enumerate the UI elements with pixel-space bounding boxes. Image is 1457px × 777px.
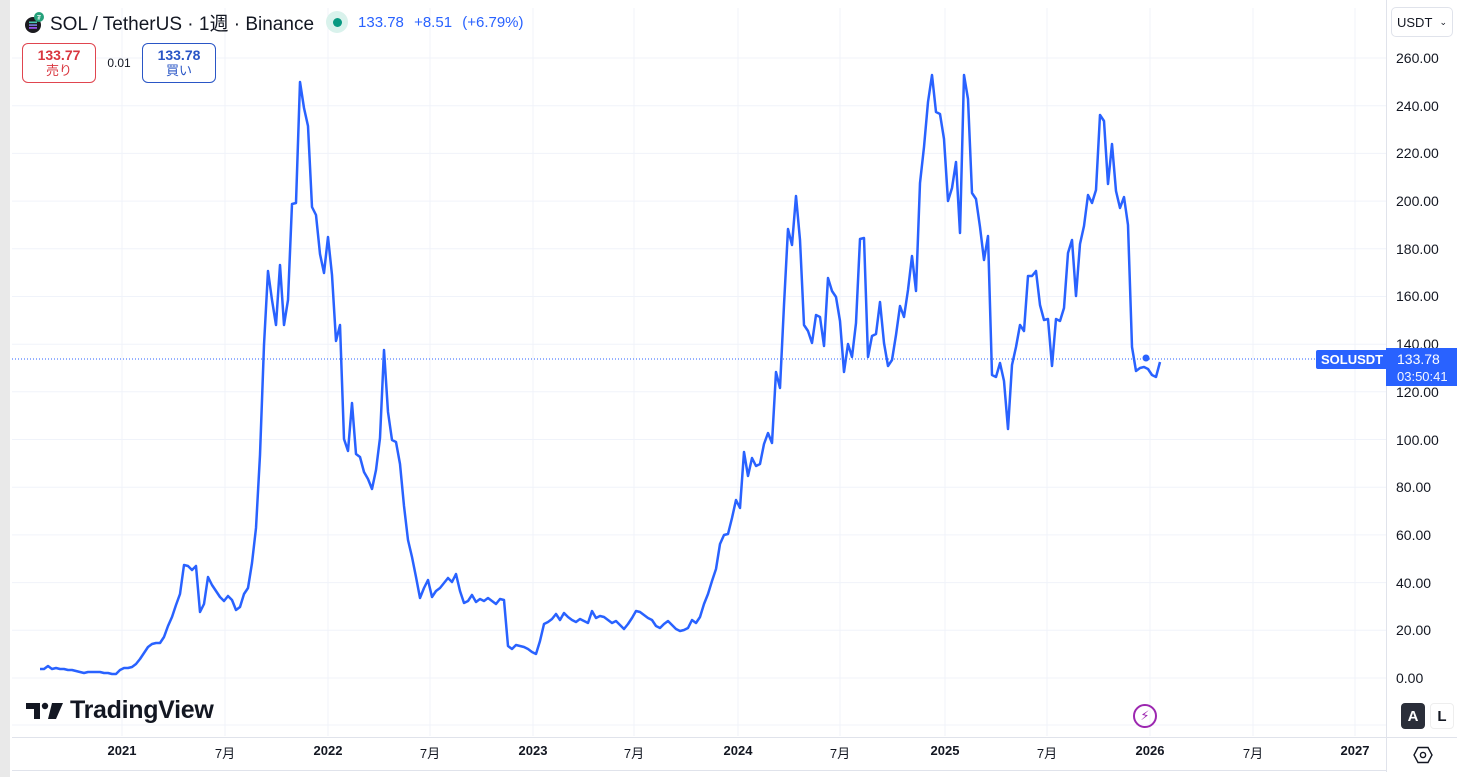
sell-button[interactable]: 133.77 売り: [22, 43, 96, 83]
flash-alert-button[interactable]: ⚡︎: [1133, 704, 1157, 728]
price-tick: 60.00: [1396, 526, 1432, 543]
logo-text: TradingView: [70, 696, 214, 724]
last-price-value: 133.78: [1397, 351, 1440, 367]
sell-price: 133.77: [37, 47, 81, 63]
sell-label: 売り: [45, 63, 72, 78]
price-tick: 0.00: [1396, 670, 1424, 686]
price-tick: 20.00: [1396, 622, 1432, 639]
grid-lines: [12, 8, 1386, 736]
buy-price: 133.78: [157, 47, 201, 63]
left-panel-edge: [0, 0, 10, 777]
tradingview-logo[interactable]: TradingView: [26, 696, 214, 725]
log-scale-button[interactable]: L: [1430, 703, 1454, 729]
time-tick: 2024: [723, 743, 753, 758]
price-change: +8.51: [414, 13, 453, 31]
chevron-down-icon: ⌄: [1439, 16, 1447, 27]
symbol-price-label: SOLUSDT: [1316, 350, 1389, 369]
solana-logo-icon[interactable]: ₮: [24, 12, 44, 33]
tradingview-logo-icon: [26, 702, 63, 719]
time-tick: 2021: [107, 743, 137, 758]
time-tick: 7月: [623, 746, 645, 761]
trade-buttons: 133.77 売り 0.01 133.78 買い: [22, 43, 216, 83]
time-tick: 7月: [214, 746, 236, 761]
settings-hexagon-icon: [1412, 746, 1433, 764]
symbol-title[interactable]: SOL / TetherUS · 1週 · Binance: [50, 13, 315, 35]
price-tick: 120.00: [1396, 383, 1439, 400]
time-tick: 2023: [518, 743, 548, 758]
price-tick: 40.00: [1396, 574, 1432, 591]
buy-label: 買い: [165, 63, 192, 78]
auto-scale-button[interactable]: A: [1401, 703, 1425, 729]
last-price-label: 133.78 03:50:41: [1386, 348, 1457, 386]
price-tick: 260.00: [1396, 49, 1439, 66]
currency-select[interactable]: USDT ⌄: [1391, 7, 1453, 37]
price-tick: 200.00: [1396, 193, 1439, 209]
chart-pane[interactable]: [12, 8, 1386, 736]
time-tick: 7月: [1036, 746, 1058, 761]
bottom-divider: [12, 770, 1457, 771]
time-tick: 2027: [1340, 743, 1370, 758]
quote-values: 133.78 +8.51 (+6.79%): [358, 14, 530, 31]
last-price: 133.78: [358, 13, 404, 31]
market-open-icon: [332, 17, 342, 27]
svg-text:₮: ₮: [37, 15, 42, 22]
price-chart: [12, 8, 1386, 736]
spread-value: 0.01: [107, 56, 131, 70]
time-tick: 7月: [829, 746, 851, 761]
price-change-percent: (+6.79%): [462, 13, 524, 31]
price-tick: 80.00: [1396, 479, 1432, 496]
chart-settings-button[interactable]: [1386, 737, 1457, 772]
price-tick: 100.00: [1396, 431, 1439, 448]
time-axis[interactable]: [12, 737, 1386, 772]
lightning-icon: ⚡︎: [1140, 708, 1150, 723]
price-tick: 240.00: [1396, 97, 1439, 114]
time-tick: 2022: [313, 743, 343, 758]
bar-countdown: 03:50:41: [1397, 369, 1448, 384]
time-tick: 7月: [419, 746, 441, 761]
time-tick: 2026: [1135, 743, 1165, 758]
market-status-indicator[interactable]: [326, 11, 349, 33]
time-tick: 2025: [930, 743, 960, 758]
buy-button[interactable]: 133.78 買い: [142, 43, 216, 83]
currency-value: USDT: [1397, 14, 1433, 30]
price-tick: 160.00: [1396, 288, 1439, 305]
price-tick: 180.00: [1396, 240, 1439, 257]
chart-legend-header: ₮ SOL / TetherUS · 1週 · Binance 133.78 +…: [24, 10, 530, 35]
last-price-dot: [1142, 354, 1150, 362]
time-tick: 7月: [1242, 746, 1264, 761]
price-tick: 220.00: [1396, 145, 1439, 162]
price-line: [40, 73, 1162, 676]
